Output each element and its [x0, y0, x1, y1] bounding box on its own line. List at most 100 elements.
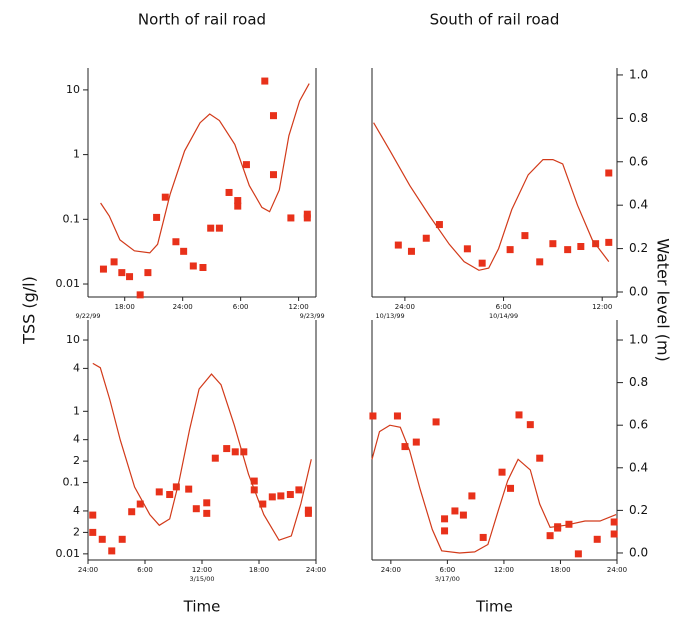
- tss-point: [203, 499, 211, 507]
- x-tick-label: 6:00: [496, 303, 512, 311]
- tss-point: [593, 535, 601, 543]
- tss-point: [422, 234, 430, 242]
- tss-point: [89, 528, 97, 536]
- tss-point: [223, 445, 231, 453]
- tss-point: [166, 491, 174, 499]
- tss-point: [507, 484, 515, 492]
- y2-tick-label: 0.6: [629, 154, 648, 168]
- tss-point: [478, 259, 486, 267]
- tss-point: [498, 468, 506, 476]
- tss-point: [161, 193, 169, 201]
- tss-point: [126, 273, 134, 281]
- tss-point: [234, 197, 242, 205]
- water-level-line: [100, 83, 310, 254]
- tss-point: [526, 421, 534, 429]
- x-tick-label: 12:00: [592, 303, 612, 311]
- tss-point: [268, 493, 276, 501]
- tss-point: [192, 505, 200, 513]
- tss-point: [110, 258, 118, 266]
- tss-point: [108, 547, 116, 555]
- panel-title: North of rail road: [138, 11, 266, 29]
- tss-point: [303, 210, 311, 218]
- tss-point: [136, 291, 144, 299]
- tss-point: [155, 488, 163, 496]
- tss-point: [577, 243, 585, 251]
- x-tick-label: 12:00: [289, 303, 309, 311]
- tss-point: [287, 214, 295, 222]
- tss-point: [479, 533, 487, 541]
- tss-point: [521, 232, 529, 240]
- tss-point: [412, 438, 420, 446]
- y2-tick-label: 0.4: [629, 460, 648, 474]
- tss-point: [136, 500, 144, 508]
- y-tick-label: 2: [73, 454, 80, 467]
- tss-point: [225, 188, 233, 196]
- tss-point: [536, 258, 544, 266]
- water-level-line: [371, 424, 617, 554]
- tss-point: [304, 509, 312, 517]
- y2-tick-label: 0.0: [629, 545, 648, 559]
- tss-point: [89, 511, 97, 519]
- tss-point: [303, 214, 311, 222]
- water-level-line: [92, 362, 312, 541]
- x-tick-label: 18:00: [249, 566, 269, 574]
- x-tick-label: 6:00: [137, 566, 153, 574]
- tss-point: [118, 269, 126, 277]
- tss-point: [242, 161, 250, 169]
- tss-point: [269, 171, 277, 179]
- tss-point: [459, 511, 467, 519]
- y-tick-label: 1: [73, 148, 80, 161]
- date-label: 9/22/99: [75, 312, 100, 320]
- tss-point: [234, 202, 242, 210]
- y-tick-label: 2: [73, 525, 80, 538]
- tss-point: [549, 240, 557, 248]
- tss-point: [394, 241, 402, 249]
- tss-point: [199, 263, 207, 271]
- tss-point: [407, 247, 415, 255]
- y2-tick-label: 0.4: [629, 198, 648, 212]
- tss-point: [153, 213, 161, 221]
- x-tick-label: 12:00: [494, 566, 514, 574]
- y-tick-label: 0.1: [63, 476, 81, 489]
- y2-tick-label: 1.0: [629, 67, 648, 81]
- tss-point: [99, 265, 107, 273]
- tss-point: [180, 247, 188, 255]
- x-tick-label: 24:00: [173, 303, 193, 311]
- y2-tick-label: 0.6: [629, 418, 648, 432]
- x-tick-label: 24:00: [381, 566, 401, 574]
- tss-point: [277, 492, 285, 500]
- tss-point: [189, 262, 197, 270]
- tss-point: [451, 507, 459, 515]
- tss-point: [269, 112, 277, 120]
- tss-point: [441, 515, 449, 523]
- tss-point: [432, 418, 440, 426]
- water-level-line: [373, 122, 610, 271]
- tss-point: [515, 411, 523, 419]
- y-tick-label: 4: [73, 504, 80, 517]
- y2-tick-label: 0.8: [629, 111, 648, 125]
- tss-point: [369, 412, 377, 420]
- tss-point: [554, 524, 562, 532]
- tss-point: [207, 224, 215, 232]
- tss-point: [295, 486, 303, 494]
- tss-point: [215, 224, 223, 232]
- tss-point: [506, 246, 514, 254]
- x-tick-label: 6:00: [233, 303, 249, 311]
- tss-point: [172, 483, 180, 491]
- x-tick-label: 18:00: [550, 566, 570, 574]
- y-tick-label: 1: [73, 404, 80, 417]
- tss-point: [211, 454, 219, 462]
- y2-tick-label: 0.2: [629, 241, 648, 255]
- tss-point: [536, 454, 544, 462]
- x-tick-label: 24:00: [78, 566, 98, 574]
- tss-point: [128, 508, 136, 516]
- tss-point: [393, 412, 401, 420]
- y-tick-label: 4: [73, 361, 80, 374]
- x-tick-label: 24:00: [306, 566, 326, 574]
- y-axis-label: TSS (g/l): [20, 276, 39, 345]
- tss-point: [605, 238, 613, 246]
- tss-point: [250, 477, 258, 485]
- x-tick-label: 24:00: [607, 566, 627, 574]
- date-label: 10/14/99: [489, 312, 518, 320]
